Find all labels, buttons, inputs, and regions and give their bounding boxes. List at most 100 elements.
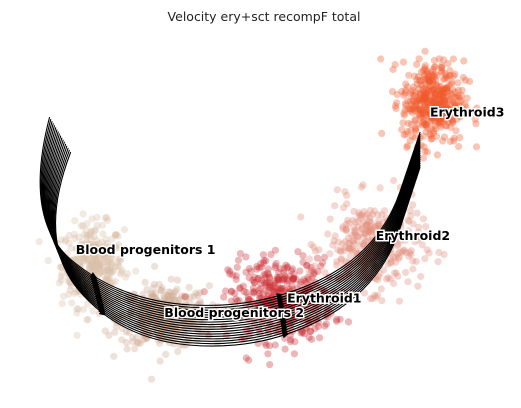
cell-point: [263, 278, 271, 286]
cell-point: [440, 96, 448, 104]
cell-point: [375, 217, 383, 225]
cell-point: [103, 239, 111, 248]
cell-point: [429, 71, 437, 79]
chart-title: Velocity ery+sct recompF total: [168, 9, 361, 24]
cell-point: [93, 263, 101, 271]
cell-point: [436, 110, 444, 118]
cell-point: [461, 76, 469, 84]
cell-point: [412, 257, 420, 266]
cell-point: [105, 247, 114, 255]
cell-point: [420, 120, 428, 128]
cell-point: [174, 297, 182, 305]
cell-point: [114, 258, 122, 267]
cell-point: [429, 80, 437, 88]
cell-point: [432, 125, 440, 133]
cell-point: [423, 69, 431, 78]
cell-point: [429, 86, 437, 94]
cell-point: [427, 110, 435, 118]
cell-point: [432, 114, 440, 122]
cell-point: [342, 225, 350, 233]
cell-point: [391, 102, 400, 110]
cell-point: [99, 246, 108, 254]
cell-point: [297, 278, 305, 286]
cell-point: [439, 137, 447, 145]
cell-point: [87, 243, 95, 251]
cell-point: [95, 240, 103, 248]
cell-point: [307, 263, 315, 272]
cell-point: [128, 334, 137, 342]
cell-point: [313, 254, 322, 262]
cell-point: [436, 113, 444, 121]
cell-point: [446, 71, 454, 79]
cell-point: [275, 268, 283, 276]
cell-point: [445, 105, 453, 113]
cell-point: [171, 296, 179, 305]
cell-point: [351, 229, 359, 237]
cell-point: [439, 106, 447, 114]
cell-point: [437, 89, 446, 97]
cell-point: [434, 107, 442, 115]
cell-point: [77, 240, 85, 248]
cell-point: [90, 253, 98, 261]
cell-point: [105, 245, 113, 253]
cell-point: [260, 270, 268, 278]
cell-point: [86, 240, 94, 248]
cell-point: [337, 248, 345, 256]
cell-point: [425, 77, 433, 85]
cell-point: [353, 249, 361, 257]
cell-point: [421, 64, 429, 72]
cell-point: [447, 80, 455, 88]
cell-point: [366, 217, 374, 225]
cell-point: [77, 246, 85, 254]
cell-point: [417, 272, 425, 281]
cell-point: [99, 263, 107, 271]
cell-point: [451, 88, 459, 96]
cell-point: [90, 252, 98, 260]
cell-point: [314, 322, 322, 330]
cell-point: [111, 263, 119, 271]
cell-point: [264, 265, 272, 273]
cell-point: [434, 95, 443, 103]
cell-point: [259, 251, 267, 259]
cell-point: [90, 265, 98, 273]
cell-point: [427, 87, 435, 95]
cell-point: [419, 95, 428, 103]
cell-point: [356, 242, 364, 250]
cell-point: [294, 248, 302, 256]
cell-point: [420, 106, 428, 114]
cell-point: [439, 112, 447, 120]
cell-point: [224, 266, 232, 274]
cell-point: [143, 285, 151, 294]
cell-point: [416, 77, 424, 85]
cell-point: [426, 103, 434, 111]
cell-point: [262, 281, 270, 289]
cell-point: [430, 100, 438, 108]
cell-point: [417, 81, 425, 89]
cell-point: [262, 279, 270, 287]
cell-point: [70, 289, 78, 297]
cell-point: [435, 95, 443, 103]
cell-point: [300, 276, 308, 284]
cell-point: [146, 290, 155, 298]
cell-point: [421, 93, 429, 101]
cell-point: [355, 212, 363, 220]
cell-point: [409, 201, 417, 209]
cell-point: [78, 254, 86, 262]
cell-point: [87, 258, 95, 266]
cell-point: [460, 57, 468, 65]
cell-point: [411, 103, 419, 111]
cell-point: [261, 274, 269, 282]
cell-point: [416, 90, 425, 98]
cell-point: [271, 341, 279, 349]
cell-point: [441, 93, 450, 101]
cell-point: [431, 99, 439, 107]
cell-point: [390, 176, 398, 185]
cell-point: [345, 219, 353, 227]
cell-point: [104, 265, 112, 273]
cell-point: [345, 244, 353, 252]
cell-point: [160, 292, 168, 300]
cell-point: [448, 117, 456, 125]
cell-point: [423, 67, 432, 75]
cell-point: [86, 264, 94, 272]
